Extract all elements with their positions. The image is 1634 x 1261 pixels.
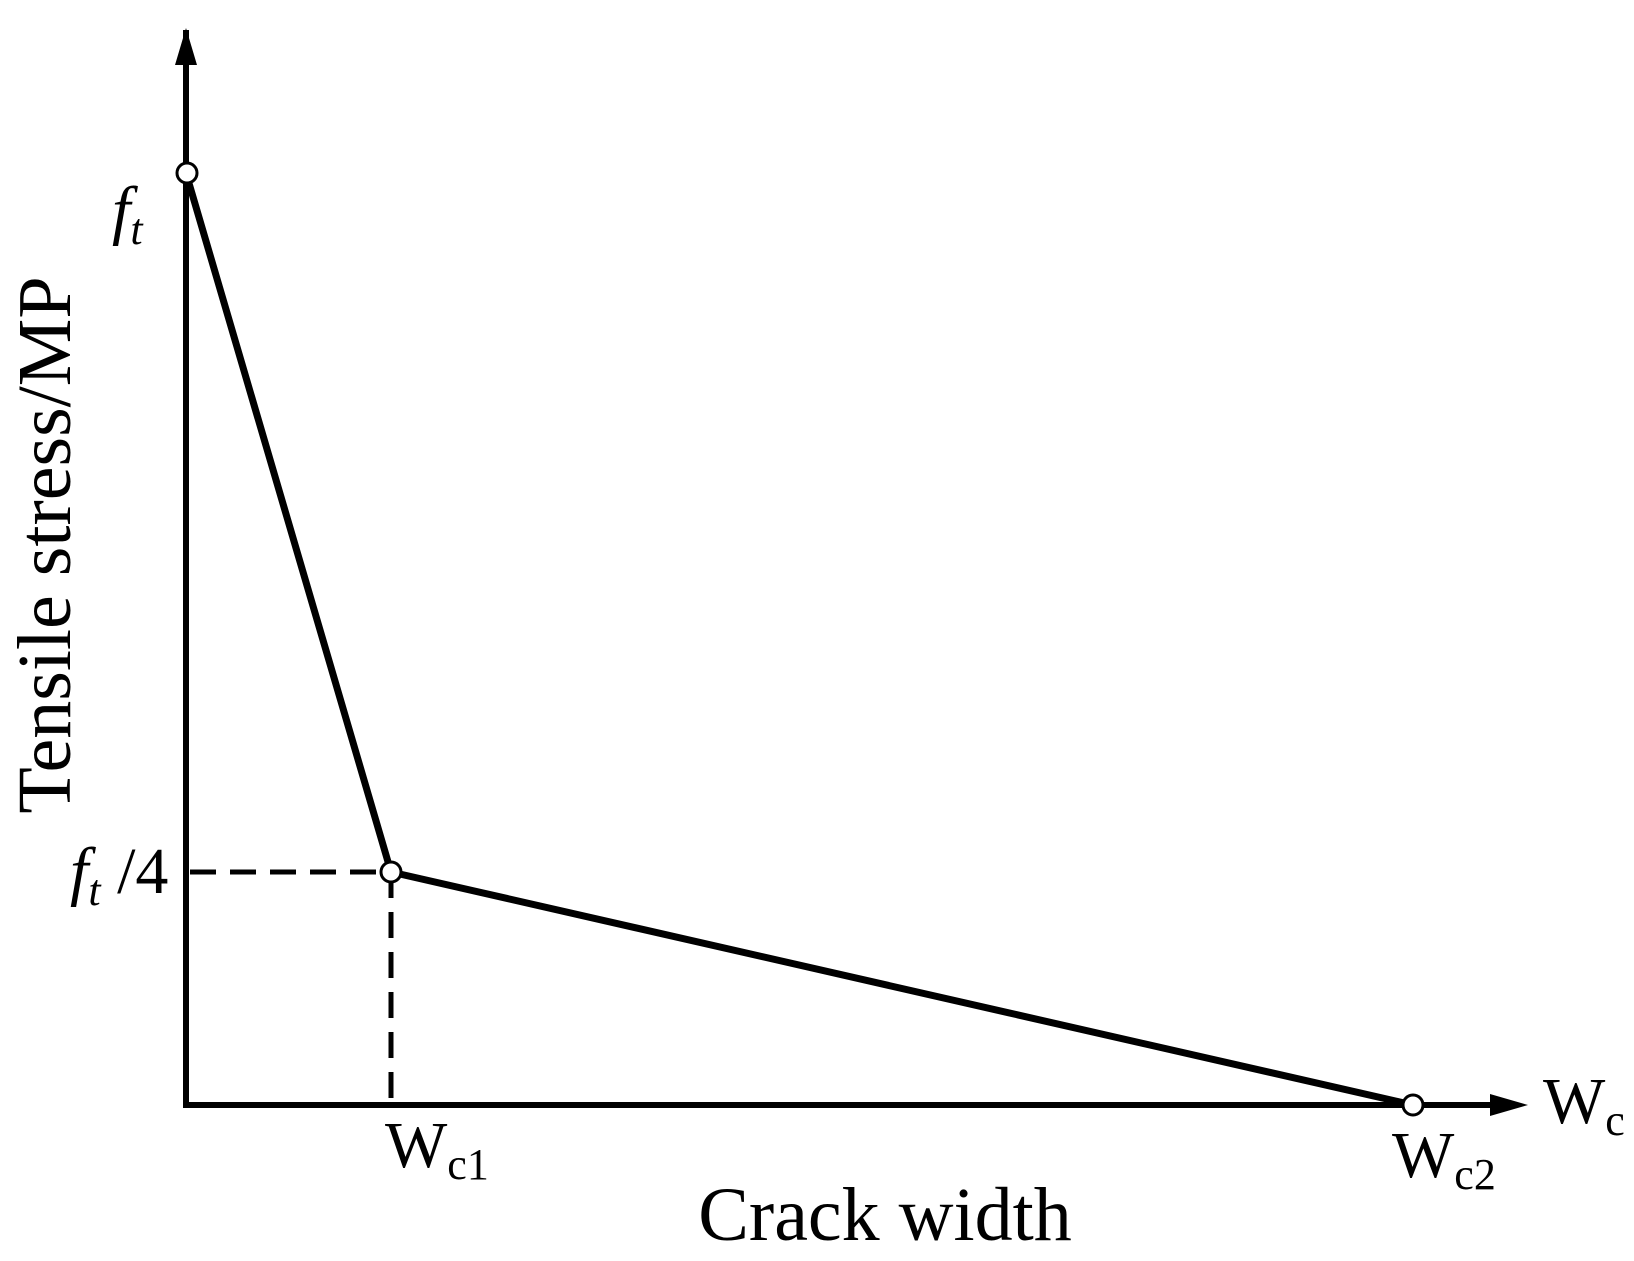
point-label: Wc1 (385, 1109, 489, 1189)
point-label: Wc2 (1392, 1119, 1496, 1199)
axes (175, 28, 1528, 1116)
point (175, 161, 199, 185)
label-sub: c1 (447, 1140, 489, 1189)
y-axis-label: Tensile stress/MP (3, 276, 87, 813)
label-sub: c (1605, 1096, 1625, 1145)
label-main: W (385, 1109, 448, 1182)
x-arrow (1490, 1094, 1528, 1116)
label-main: W (1392, 1119, 1455, 1192)
point-label: ft (112, 174, 144, 254)
point (1401, 1093, 1425, 1117)
points (175, 161, 1425, 1117)
label-main: W (1543, 1065, 1606, 1138)
label-sub: c2 (1454, 1150, 1496, 1199)
y-arrow (175, 28, 197, 65)
label-sub: t (130, 205, 144, 254)
label-suffix: /4 (101, 835, 169, 908)
point (379, 860, 403, 884)
point-label: ft /4 (70, 835, 168, 915)
guides (190, 869, 394, 1105)
axis-end-label: Wc (1543, 1065, 1625, 1145)
softening-curve (182, 172, 1414, 1109)
x-axis-label: Crack width (698, 1173, 1072, 1257)
label-sub: t (88, 866, 102, 915)
